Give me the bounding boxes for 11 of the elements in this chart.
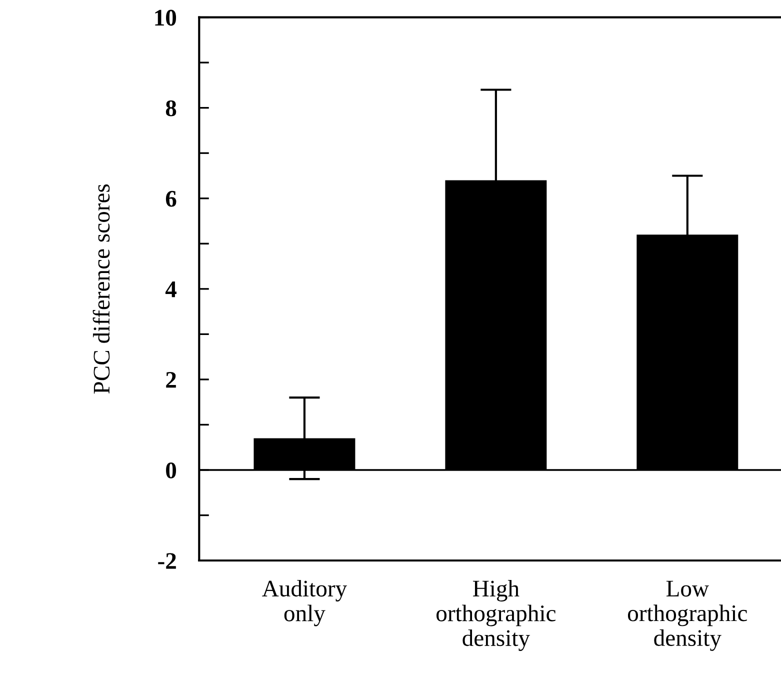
y-tick-label: 10 — [155, 10, 176, 26]
y-tick-label: 0 — [166, 462, 176, 478]
y-tick-label: 6 — [166, 190, 176, 207]
y-tick-label: 8 — [166, 100, 176, 116]
y-axis-title: PCC difference scores — [92, 184, 110, 394]
x-tick-label: Auditory only — [262, 580, 347, 626]
x-tick-label: High orthographic density — [436, 580, 556, 651]
y-tick-label: 2 — [166, 372, 176, 388]
y-tick-label: 4 — [165, 282, 176, 298]
y-tick-label: -2 — [158, 553, 176, 569]
x-tick-label: Low orthographic density — [628, 580, 747, 651]
